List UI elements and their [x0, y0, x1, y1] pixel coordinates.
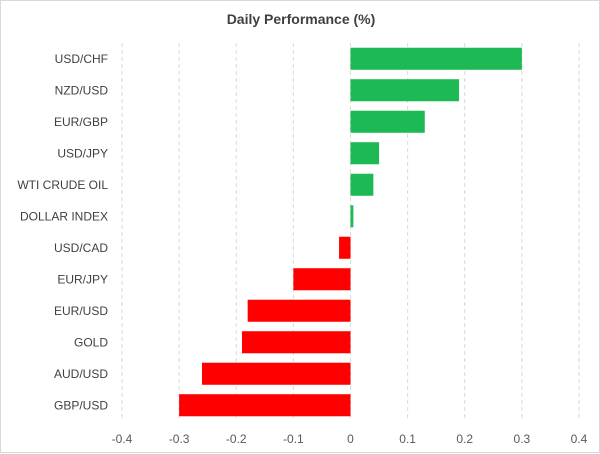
category-label: USD/CHF	[55, 52, 108, 66]
bar-gold	[241, 331, 351, 354]
bar-usd-chf	[350, 47, 522, 70]
category-label: EUR/JPY	[57, 272, 108, 286]
category-label: DOLLAR INDEX	[20, 209, 108, 223]
category-label: USD/CAD	[54, 241, 108, 255]
category-label: USD/JPY	[57, 146, 108, 160]
x-tick-label: 0	[347, 432, 354, 446]
x-tick-label: -0.2	[226, 432, 247, 446]
bar-usd-cad	[339, 236, 351, 259]
category-label: EUR/USD	[54, 304, 108, 318]
x-tick-label: 0.4	[571, 432, 588, 446]
x-tick-label: 0.2	[456, 432, 473, 446]
bar-eur-usd	[247, 299, 351, 322]
chart-title: Daily Performance (%)	[226, 11, 376, 27]
bar-eur-jpy	[293, 268, 351, 291]
x-tick-label: -0.3	[169, 432, 190, 446]
bar-gbp-usd	[179, 394, 351, 417]
bar-eur-gbp	[350, 110, 425, 133]
x-tick-label: 0.3	[514, 432, 531, 446]
bar-wti-crude-oil	[350, 173, 374, 196]
x-tick-label: -0.4	[112, 432, 133, 446]
bar-usd-jpy	[350, 142, 380, 165]
bar-dollar-index	[350, 205, 354, 228]
category-label: NZD/USD	[55, 83, 109, 97]
bar-nzd-usd	[350, 79, 460, 102]
category-label: GOLD	[74, 335, 108, 349]
x-tick-label: -0.1	[283, 432, 304, 446]
bar-aud-usd	[201, 362, 351, 385]
category-label: EUR/GBP	[54, 115, 108, 129]
category-label: AUD/USD	[54, 367, 108, 381]
category-label: GBP/USD	[54, 398, 108, 412]
category-label: WTI CRUDE OIL	[17, 178, 108, 192]
x-tick-label: 0.1	[399, 432, 416, 446]
